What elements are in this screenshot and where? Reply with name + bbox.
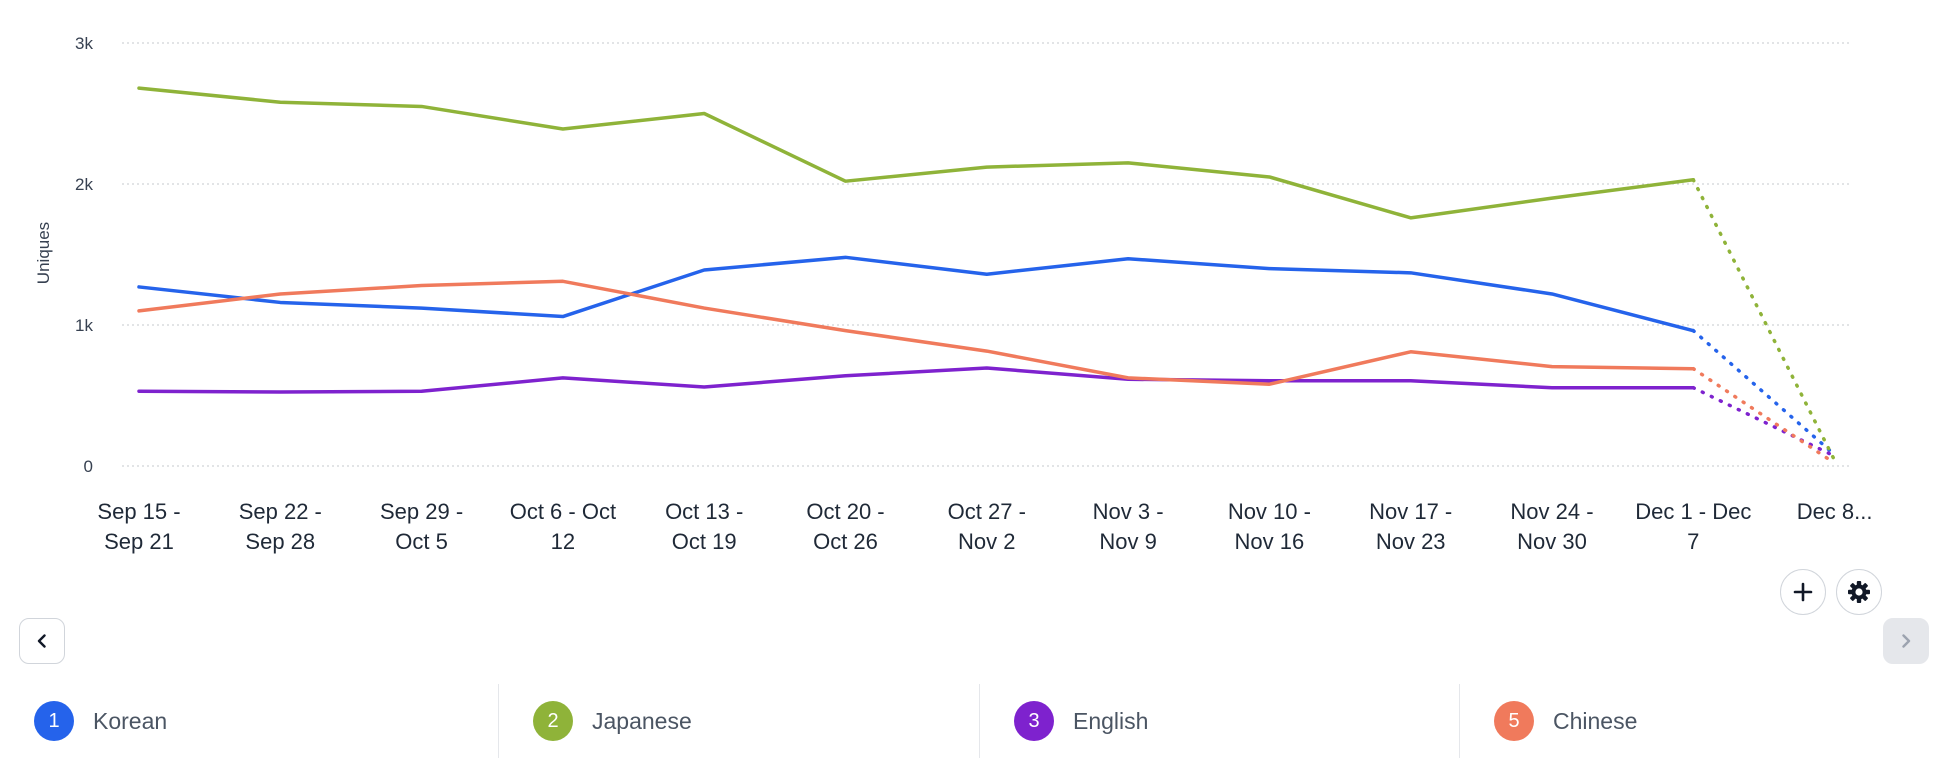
legend-label: Korean xyxy=(93,707,168,734)
x-tick-label: Nov 3 -Nov 9 xyxy=(1093,499,1164,554)
legend-label: English xyxy=(1073,707,1149,734)
legend-item-chinese[interactable]: 5 Chinese xyxy=(1459,684,1946,758)
grid-lines xyxy=(122,42,1850,467)
x-tick-label: Oct 6 - Oct 12 xyxy=(510,499,616,554)
legend-label: Chinese xyxy=(1553,707,1638,734)
settings-button[interactable] xyxy=(1836,569,1882,615)
series-line-japanese xyxy=(137,86,1696,220)
plus-icon xyxy=(1793,582,1813,602)
x-tick-label: Dec 1 - Dec 7 xyxy=(1635,499,1751,554)
legend-label: Japanese xyxy=(592,707,692,734)
series-line-english xyxy=(137,366,1696,394)
legend-badge: 2 xyxy=(533,701,573,741)
x-tick-label: Nov 24 -Nov 30 xyxy=(1510,499,1593,554)
legend-item-korean[interactable]: 1 Korean xyxy=(0,684,498,758)
x-tick-label: Nov 17 -Nov 23 xyxy=(1369,499,1452,554)
series-incomplete-japanese xyxy=(1691,178,1837,463)
previous-page-button[interactable] xyxy=(19,618,65,664)
series-incomplete-korean xyxy=(1691,328,1837,457)
add-button[interactable] xyxy=(1780,569,1826,615)
x-tick-label: Sep 15 -Sep 21 xyxy=(97,499,180,554)
x-tick-label: Oct 20 -Oct 26 xyxy=(806,499,884,554)
chevron-left-icon xyxy=(37,634,46,648)
x-axis-ticks: Sep 15 -Sep 21 Sep 22 -Sep 28 Sep 29 -Oct … xyxy=(97,499,1872,554)
x-tick-label: Dec 8... xyxy=(1797,499,1873,524)
legend-badge: 3 xyxy=(1014,701,1054,741)
next-page-button[interactable] xyxy=(1883,618,1929,664)
legend-item-japanese[interactable]: 2 Japanese xyxy=(498,684,979,758)
y-tick-label: 1k xyxy=(75,316,93,335)
legend-item-english[interactable]: 3 English xyxy=(979,684,1459,758)
legend: 1 Korean 2 Japanese 3 English 5 Chinese xyxy=(0,684,1946,758)
y-tick-label: 2k xyxy=(75,175,93,194)
series-line-chinese xyxy=(137,279,1696,386)
x-tick-label: Nov 10 -Nov 16 xyxy=(1228,499,1311,554)
x-tick-label: Sep 22 -Sep 28 xyxy=(239,499,322,554)
legend-badge: 5 xyxy=(1494,701,1534,741)
line-chart: 0 1k 2k 3k Uniques Sep 15 -Sep 21 Sep 22 -Se… xyxy=(34,34,1873,554)
gear-icon xyxy=(1848,581,1870,603)
y-tick-label: 0 xyxy=(84,457,93,476)
x-tick-label: Sep 29 -Oct 5 xyxy=(380,499,463,554)
x-tick-label: Oct 27 -Nov 2 xyxy=(948,499,1026,554)
legend-badge: 1 xyxy=(34,701,74,741)
y-axis-ticks: 0 1k 2k 3k xyxy=(75,34,93,476)
y-tick-label: 3k xyxy=(75,34,93,53)
chevron-right-icon xyxy=(1902,634,1911,648)
series-line-korean xyxy=(137,255,1696,333)
x-tick-label: Oct 13 -Oct 19 xyxy=(665,499,743,554)
series-incomplete-chinese xyxy=(1691,366,1837,465)
y-axis-label: Uniques xyxy=(34,222,53,284)
series-lines xyxy=(137,86,1837,465)
series-incomplete-english xyxy=(1691,385,1837,458)
